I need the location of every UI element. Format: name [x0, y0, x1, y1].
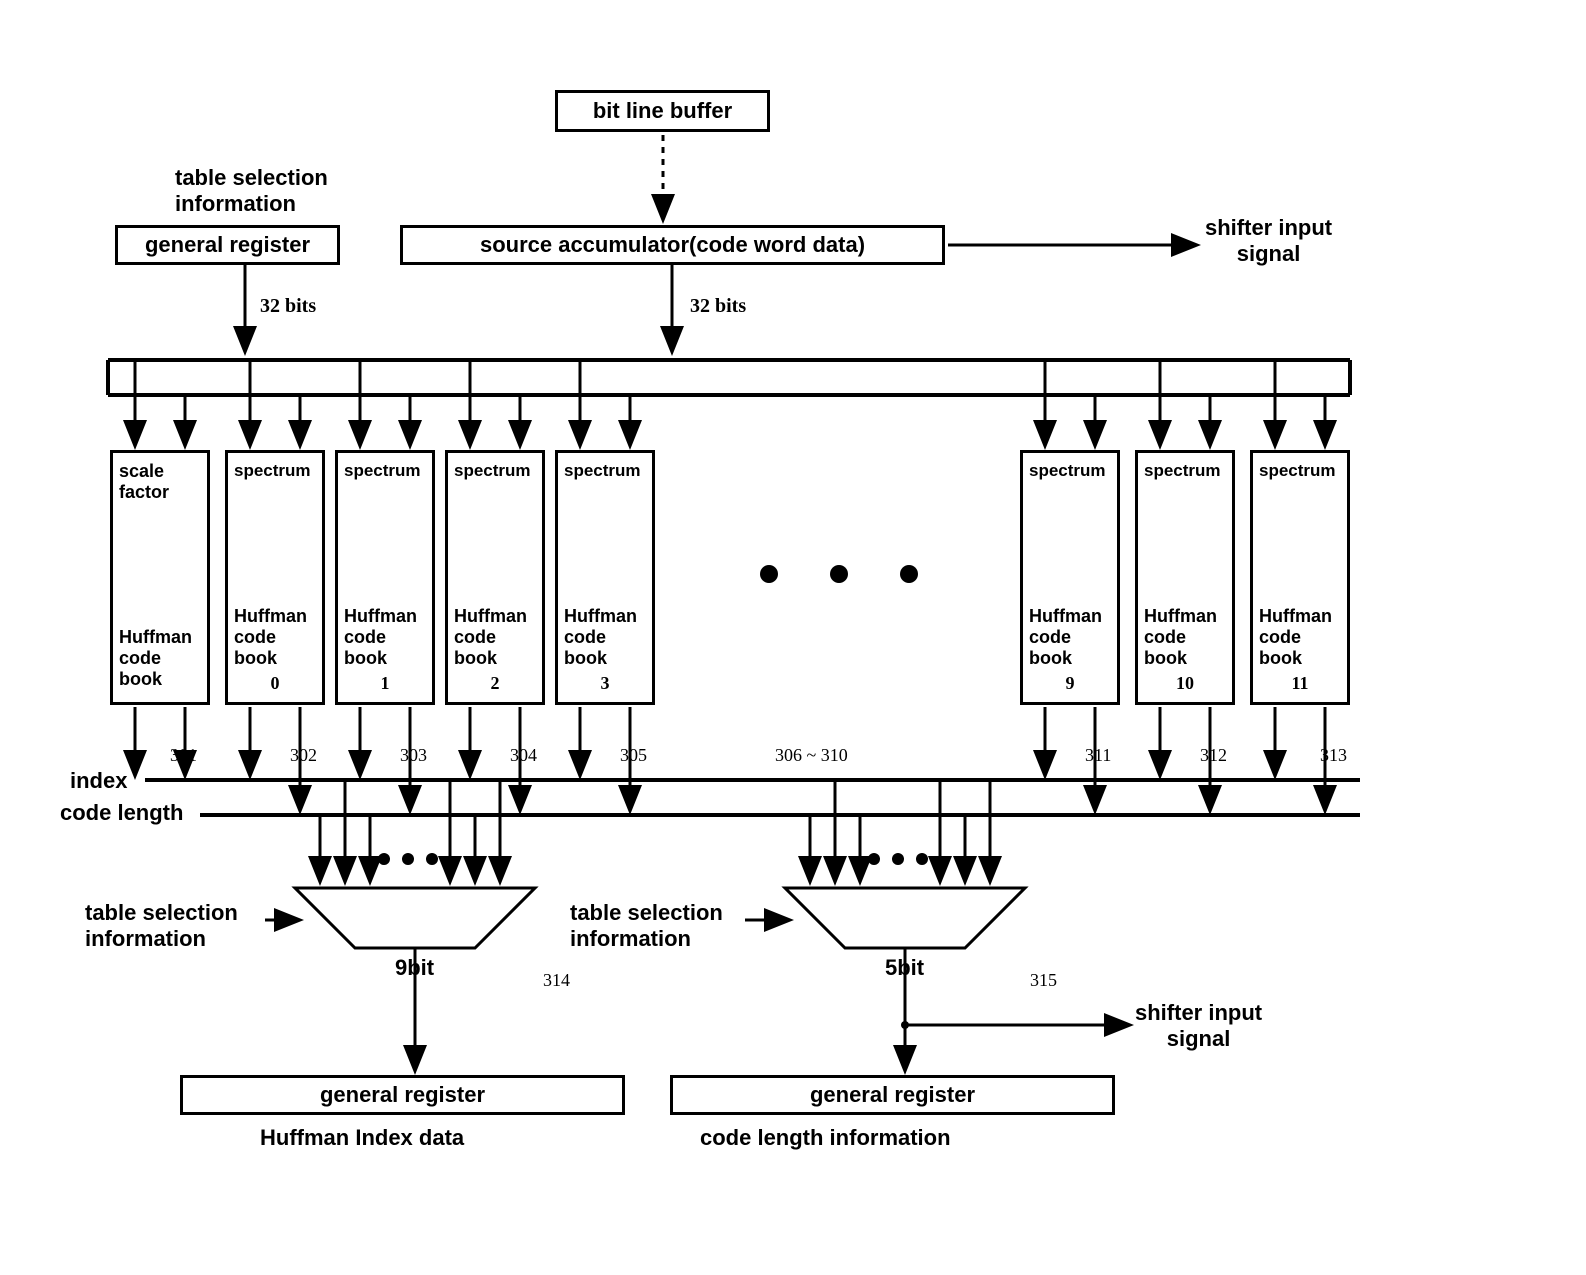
codebook-spectrum-0: spectrum Huffman code book 0: [225, 450, 325, 705]
codebook-spectrum-2: spectrum Huffman code book 2: [445, 450, 545, 705]
codebook-spectrum-11: spectrum Huffman code book 11: [1250, 450, 1350, 705]
table-selection-top-label: table selection information: [175, 165, 328, 217]
codebook-num: 9: [1029, 673, 1111, 694]
general-register-top-box: general register: [115, 225, 340, 265]
table-selection-bl-label: table selection information: [85, 900, 238, 952]
codebook-top: spectrum: [1144, 461, 1226, 481]
codebook-spectrum-10: spectrum Huffman code book 10: [1135, 450, 1235, 705]
general-register-right-label: general register: [810, 1082, 975, 1108]
ellipsis-dot: [830, 565, 848, 583]
mux-ellipsis-dot: [916, 853, 928, 865]
codebook-num: 1: [344, 673, 426, 694]
codebook-scale-factor: scale factor Huffman code book: [110, 450, 210, 705]
ellipsis-dot: [760, 565, 778, 583]
codebook-bot: Huffman code book: [454, 606, 536, 669]
ref-311: 311: [1085, 745, 1111, 766]
ref-302: 302: [290, 745, 317, 766]
mux-ellipsis-dot: [426, 853, 438, 865]
codebook-spectrum-3: spectrum Huffman code book 3: [555, 450, 655, 705]
source-accumulator-box: source accumulator(code word data): [400, 225, 945, 265]
codebook-top: spectrum: [1029, 461, 1111, 481]
shifter-input-bot-label: shifter input signal: [1135, 1000, 1262, 1052]
codebook-top: spectrum: [454, 461, 536, 481]
codebook-num: 3: [564, 673, 646, 694]
bits32-left-label: 32 bits: [260, 295, 316, 318]
codebook-num: 0: [234, 673, 316, 694]
index-label: index: [70, 768, 127, 794]
codebook-top: spectrum: [1259, 461, 1341, 481]
code-length-label: code length: [60, 800, 183, 826]
ref-301: 301: [170, 745, 197, 766]
bit-line-buffer-label: bit line buffer: [593, 98, 732, 124]
general-register-left-box: general register: [180, 1075, 625, 1115]
codebook-num: 2: [454, 673, 536, 694]
codebook-bot: Huffman code book: [564, 606, 646, 669]
ellipsis-dot: [900, 565, 918, 583]
codebook-bot: Huffman code book: [119, 627, 201, 690]
codebook-bot: Huffman code book: [1259, 606, 1341, 669]
ref-303: 303: [400, 745, 427, 766]
codebook-num: 10: [1144, 673, 1226, 694]
ref-312: 312: [1200, 745, 1227, 766]
general-register-top-label: general register: [145, 232, 310, 258]
mux-ellipsis-dot: [892, 853, 904, 865]
ref-315: 315: [1030, 970, 1057, 991]
source-accumulator-label: source accumulator(code word data): [480, 232, 865, 258]
codebook-num: 11: [1259, 673, 1341, 694]
codebook-bot: Huffman code book: [344, 606, 426, 669]
codebook-top: spectrum: [344, 461, 426, 481]
ref-314: 314: [543, 970, 570, 991]
mux-ellipsis-dot: [378, 853, 390, 865]
shifter-input-top-label: shifter input signal: [1205, 215, 1332, 267]
bits32-right-label: 32 bits: [690, 295, 746, 318]
codebook-spectrum-1: spectrum Huffman code book 1: [335, 450, 435, 705]
ref-304: 304: [510, 745, 537, 766]
ref-305: 305: [620, 745, 647, 766]
mux-ellipsis-dot: [868, 853, 880, 865]
huffman-index-data-label: Huffman Index data: [260, 1125, 464, 1151]
mux-left-label: Huffman Index output MUX: [322, 893, 512, 937]
codebook-top: spectrum: [564, 461, 646, 481]
codebook-top: scale factor: [119, 461, 201, 503]
ref-range: 306 ~ 310: [775, 745, 848, 766]
bit5-label: 5bit: [885, 955, 924, 981]
mux-right-label: Huffman Index output MUX: [812, 893, 1002, 937]
mux-ellipsis-dot: [402, 853, 414, 865]
general-register-right-box: general register: [670, 1075, 1115, 1115]
general-register-left-label: general register: [320, 1082, 485, 1108]
bit-line-buffer-box: bit line buffer: [555, 90, 770, 132]
bit9-label: 9bit: [395, 955, 434, 981]
codebook-spectrum-9: spectrum Huffman code book 9: [1020, 450, 1120, 705]
codebook-bot: Huffman code book: [234, 606, 316, 669]
code-length-info-label: code length information: [700, 1125, 951, 1151]
codebook-bot: Huffman code book: [1144, 606, 1226, 669]
codebook-bot: Huffman code book: [1029, 606, 1111, 669]
codebook-top: spectrum: [234, 461, 316, 481]
ref-313: 313: [1320, 745, 1347, 766]
table-selection-br-label: table selection information: [570, 900, 723, 952]
